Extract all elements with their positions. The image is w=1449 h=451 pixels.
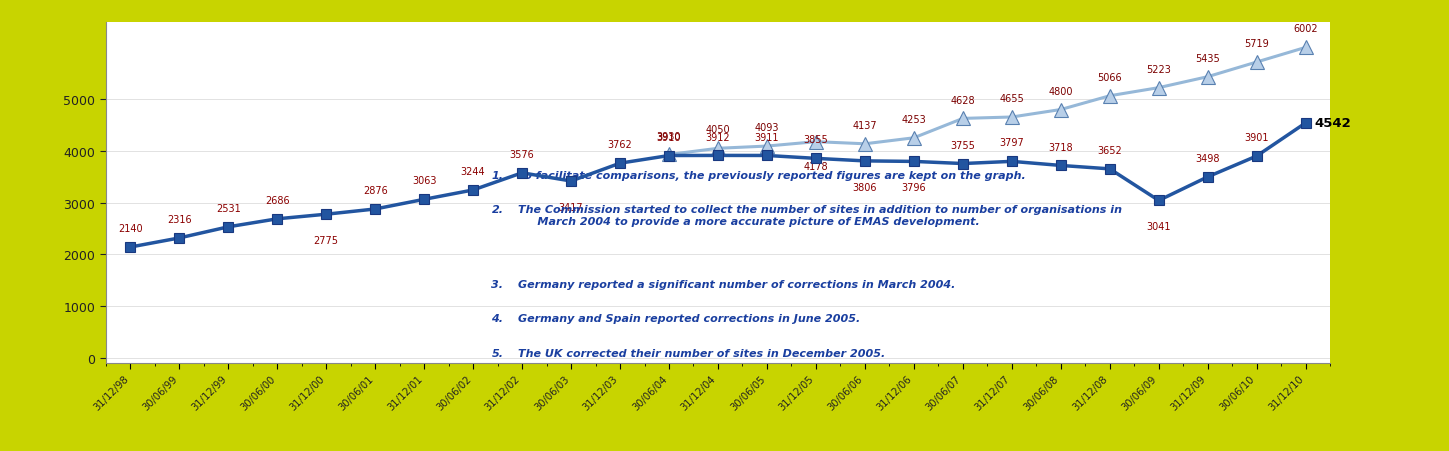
Text: 3901: 3901 [1245, 133, 1269, 143]
Text: 4655: 4655 [1000, 94, 1024, 104]
Text: The Commission started to collect the number of sites in addition to number of o: The Commission started to collect the nu… [519, 205, 1123, 226]
Text: 5066: 5066 [1097, 73, 1122, 83]
Text: 2876: 2876 [362, 186, 387, 196]
Text: 4050: 4050 [706, 125, 730, 135]
Text: Germany and Spain reported corrections in June 2005.: Germany and Spain reported corrections i… [519, 314, 861, 324]
Text: 1.: 1. [491, 170, 503, 181]
Text: 3797: 3797 [1000, 138, 1024, 148]
Text: 3910: 3910 [656, 132, 681, 143]
Text: 5.: 5. [491, 348, 503, 358]
Text: The UK corrected their number of sites in December 2005.: The UK corrected their number of sites i… [519, 348, 885, 358]
Text: 5223: 5223 [1146, 64, 1171, 74]
Text: 5435: 5435 [1195, 54, 1220, 64]
Text: 2686: 2686 [265, 195, 290, 206]
Text: 3041: 3041 [1146, 222, 1171, 232]
Text: 3.: 3. [491, 280, 503, 290]
Text: 2531: 2531 [216, 203, 241, 213]
Text: 2775: 2775 [313, 235, 339, 245]
Text: 3762: 3762 [607, 140, 632, 150]
Text: 3244: 3244 [461, 167, 485, 177]
Text: 3855: 3855 [804, 135, 829, 145]
Text: 4800: 4800 [1049, 87, 1074, 97]
Text: 3755: 3755 [951, 140, 975, 150]
Text: 3417: 3417 [559, 202, 584, 212]
Text: 3912: 3912 [706, 132, 730, 142]
Text: 4137: 4137 [852, 120, 877, 131]
Text: 4628: 4628 [951, 95, 975, 105]
Text: 5719: 5719 [1245, 39, 1269, 49]
Text: 3576: 3576 [510, 150, 535, 160]
Text: 3911: 3911 [755, 132, 780, 142]
Text: 3930: 3930 [656, 131, 681, 141]
Text: 4253: 4253 [901, 115, 926, 124]
Text: 4.: 4. [491, 314, 503, 324]
Text: 4542: 4542 [1314, 117, 1350, 130]
Text: 2.: 2. [491, 205, 503, 215]
Text: 2316: 2316 [167, 215, 191, 225]
Text: To facilitate comparisons, the previously reported figures are kept on the graph: To facilitate comparisons, the previousl… [519, 170, 1026, 181]
Text: 3652: 3652 [1097, 146, 1122, 156]
Text: Germany reported a significant number of corrections in March 2004.: Germany reported a significant number of… [519, 280, 956, 290]
Text: 3806: 3806 [852, 182, 877, 192]
Text: 3718: 3718 [1049, 142, 1074, 152]
Text: 2140: 2140 [117, 224, 142, 234]
Text: 3796: 3796 [901, 183, 926, 193]
Text: 3498: 3498 [1195, 154, 1220, 164]
Text: 4093: 4093 [755, 123, 780, 133]
Text: 3063: 3063 [412, 176, 436, 186]
Text: 4178: 4178 [804, 162, 829, 172]
Text: 6002: 6002 [1294, 24, 1319, 34]
